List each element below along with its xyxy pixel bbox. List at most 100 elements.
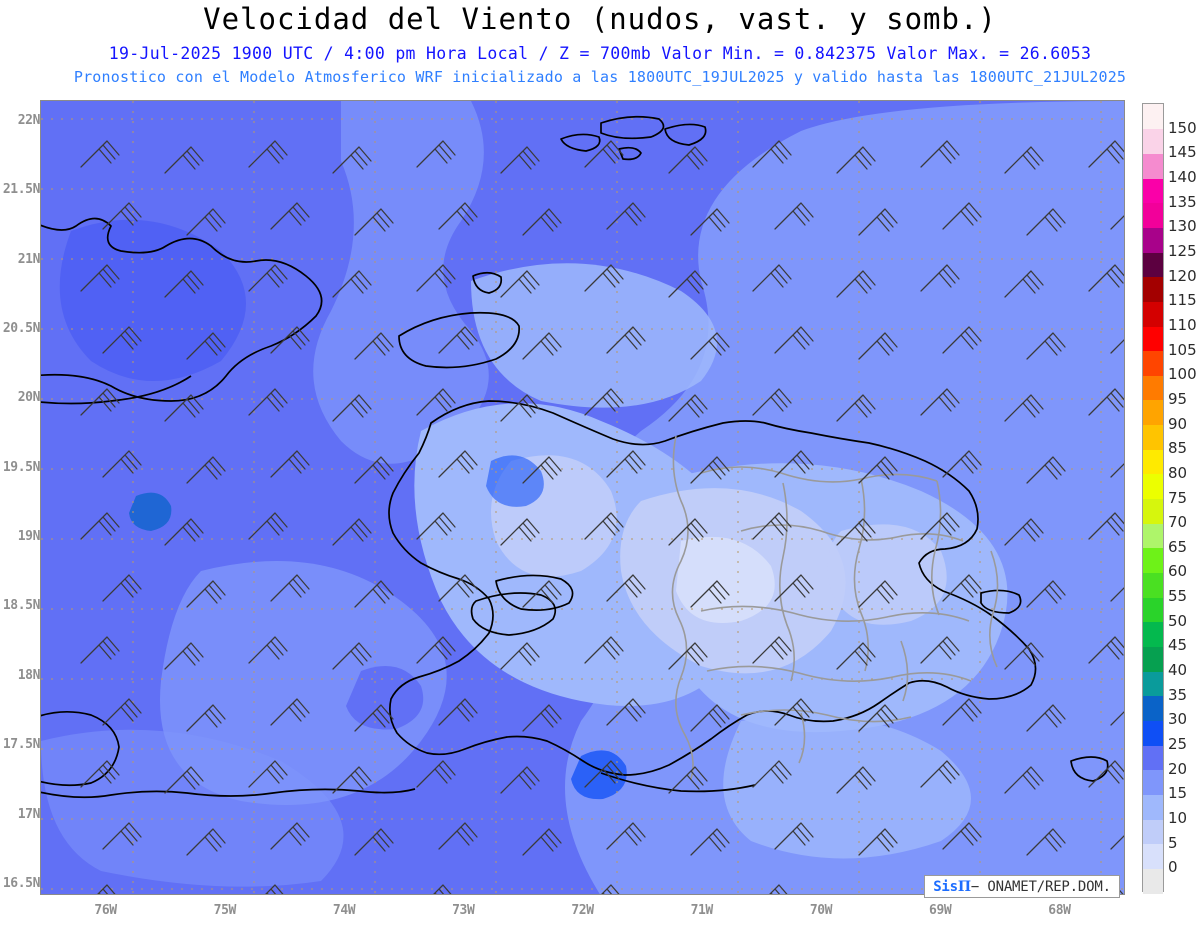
wind-barb bbox=[584, 512, 624, 540]
wind-barb bbox=[1026, 704, 1066, 732]
y-axis-tick-label: 21N bbox=[17, 251, 40, 267]
wind-barb bbox=[774, 574, 814, 602]
colorbar-swatch bbox=[1143, 794, 1163, 820]
colorbar-tick-label: 130 bbox=[1168, 217, 1197, 236]
wind-barb bbox=[438, 202, 478, 230]
wind-barb bbox=[332, 270, 372, 298]
colorbar[interactable] bbox=[1142, 103, 1164, 894]
wind-barb bbox=[500, 642, 540, 670]
wind-barb bbox=[500, 394, 540, 422]
wind-barbs bbox=[80, 140, 1124, 894]
wind-barb bbox=[584, 140, 624, 168]
wind-barb bbox=[354, 704, 394, 732]
wind-barb bbox=[438, 450, 478, 478]
colorbar-swatch bbox=[1143, 597, 1163, 623]
wind-barb bbox=[606, 450, 646, 478]
subtitle-line-2: Pronostico con el Modelo Atmosferico WRF… bbox=[73, 68, 1127, 86]
colorbar-tick-label: 50 bbox=[1168, 611, 1188, 630]
wind-barb bbox=[500, 146, 540, 174]
x-axis-tick-label: 72W bbox=[571, 903, 594, 918]
wind-barb bbox=[1088, 140, 1124, 168]
wind-barb bbox=[774, 202, 814, 230]
wind-barb bbox=[584, 636, 624, 664]
wind-barb bbox=[836, 394, 876, 422]
colorbar-swatch bbox=[1143, 202, 1163, 228]
wind-barb bbox=[920, 264, 960, 292]
wind-barb bbox=[270, 698, 310, 726]
wind-barb bbox=[102, 326, 142, 354]
colorbar-swatch bbox=[1143, 498, 1163, 524]
wind-barb bbox=[668, 270, 708, 298]
wind-barb bbox=[354, 828, 394, 856]
colorbar-tick-label: 0 bbox=[1168, 858, 1178, 877]
x-axis-tick-label: 70W bbox=[809, 903, 833, 918]
colorbar-tick-label: 120 bbox=[1168, 266, 1197, 285]
colorbar-swatch bbox=[1143, 720, 1163, 746]
colorbar-swatch bbox=[1143, 843, 1163, 869]
wind-barb bbox=[836, 270, 876, 298]
wind-barb bbox=[1105, 884, 1124, 894]
wind-barb bbox=[500, 766, 540, 794]
colorbar-tick-label: 30 bbox=[1168, 710, 1188, 729]
map-plot-area[interactable] bbox=[40, 100, 1125, 895]
wind-barb bbox=[920, 512, 960, 540]
wind-barb bbox=[416, 140, 456, 168]
wind-barb bbox=[102, 574, 142, 602]
wind-barb bbox=[416, 512, 456, 540]
wind-barb bbox=[164, 518, 204, 546]
colorbar-swatch bbox=[1143, 745, 1163, 771]
y-axis-tick-label: 20N bbox=[17, 390, 40, 406]
wind-barb bbox=[752, 388, 792, 416]
colorbar-swatch bbox=[1143, 473, 1163, 500]
wind-barb bbox=[248, 140, 288, 168]
x-axis-tick-label: 68W bbox=[1048, 903, 1071, 918]
y-axis-tick-label: 19N bbox=[17, 529, 40, 545]
wind-barb bbox=[836, 642, 876, 670]
wind-barb bbox=[332, 146, 372, 174]
wind-barb bbox=[942, 698, 982, 726]
subtitle-line-1: 19-Jul-2025 1900 UTC / 4:00 pm Hora Loca… bbox=[108, 44, 1092, 63]
wind-barb bbox=[920, 760, 960, 788]
wind-barb bbox=[1004, 394, 1044, 422]
wind-barb bbox=[690, 704, 730, 732]
y-axis-tick-label: 21.5N bbox=[2, 182, 40, 198]
latlon-grid bbox=[41, 101, 1124, 894]
wind-barb bbox=[690, 580, 730, 608]
colorbar-swatch bbox=[1143, 671, 1163, 697]
wind-barb bbox=[920, 388, 960, 416]
colorbar-swatch bbox=[1143, 375, 1163, 401]
wind-barb bbox=[438, 574, 478, 602]
wind-barb bbox=[1026, 208, 1066, 236]
wind-barb bbox=[584, 388, 624, 416]
wind-barb bbox=[270, 202, 310, 230]
credit-prefix: Sis bbox=[933, 878, 958, 895]
wind-barb bbox=[1088, 512, 1124, 540]
wind-barb bbox=[265, 884, 284, 894]
wind-barb bbox=[332, 518, 372, 546]
colorbar-tick-label: 35 bbox=[1168, 685, 1188, 704]
wind-barb bbox=[668, 518, 708, 546]
wind-barb bbox=[668, 394, 708, 422]
x-axis-tick-label: 69W bbox=[929, 903, 952, 918]
colorbar-tick-label: 85 bbox=[1168, 439, 1188, 458]
y-axis-tick-label: 18N bbox=[17, 667, 40, 683]
colorbar-swatch bbox=[1143, 104, 1163, 130]
wind-barb bbox=[584, 264, 624, 292]
wind-barb bbox=[248, 264, 288, 292]
colorbar-swatch bbox=[1143, 819, 1163, 845]
wind-barb bbox=[690, 208, 730, 236]
wind-barb bbox=[836, 146, 876, 174]
colorbar-swatch bbox=[1143, 177, 1163, 204]
colorbar-tick-label: 135 bbox=[1168, 192, 1197, 211]
wind-barb bbox=[354, 456, 394, 484]
wind-barb bbox=[1088, 636, 1124, 664]
wind-barb bbox=[80, 636, 120, 664]
wind-barb bbox=[102, 698, 142, 726]
colorbar-swatch bbox=[1143, 276, 1163, 302]
wind-barb bbox=[354, 208, 394, 236]
wind-barb bbox=[248, 636, 288, 664]
wind-barb bbox=[752, 140, 792, 168]
colorbar-tick-label: 45 bbox=[1168, 636, 1188, 655]
wind-barb bbox=[102, 822, 142, 850]
